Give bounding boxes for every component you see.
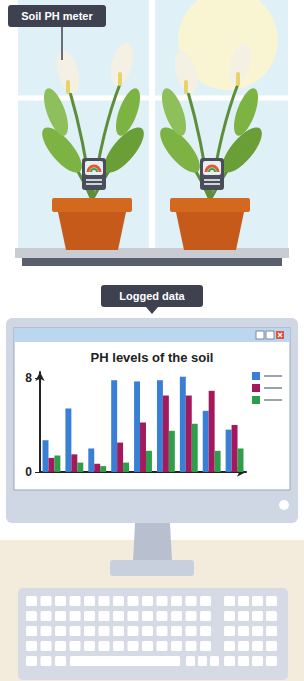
svg-text:Logged data: Logged data (119, 290, 185, 302)
svg-text:0: 0 (25, 465, 32, 479)
svg-text:Soil PH meter: Soil PH meter (21, 10, 93, 22)
svg-text:8: 8 (25, 371, 32, 385)
svg-text:PH levels of the soil: PH levels of the soil (91, 350, 214, 365)
